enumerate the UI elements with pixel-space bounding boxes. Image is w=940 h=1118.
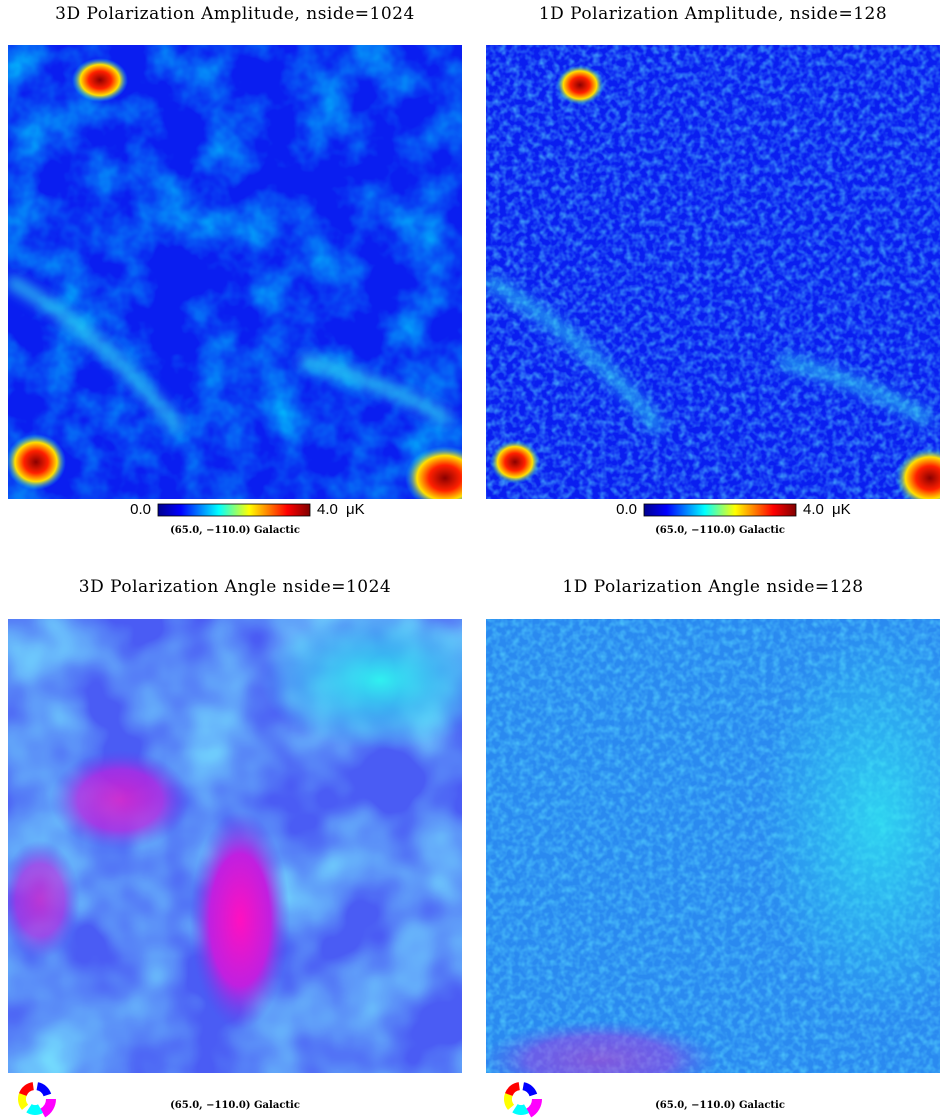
panel-title: 3D Polarization Amplitude, nside=1024 bbox=[55, 4, 415, 24]
colorbar-max: 4.0 bbox=[317, 501, 338, 518]
coord-label: (65.0, −110.0) Galactic bbox=[170, 1100, 300, 1111]
colorbar bbox=[644, 504, 796, 516]
colorbar-unit: μK bbox=[832, 501, 851, 518]
colorbar-min: 0.0 bbox=[616, 501, 637, 518]
colorbar-min: 0.0 bbox=[130, 501, 151, 518]
page: 3D Polarization Amplitude, nside=1024 1D… bbox=[0, 0, 940, 1118]
map-image bbox=[480, 619, 940, 1100]
coord-label: (65.0, −110.0) Galactic bbox=[655, 525, 785, 536]
color-wheel bbox=[17, 1081, 54, 1118]
coord-label: (65.0, −110.0) Galactic bbox=[170, 525, 300, 536]
figure: 3D Polarization Amplitude, nside=1024 1D… bbox=[0, 0, 940, 1118]
colorbar-unit: μK bbox=[346, 501, 365, 518]
colorbar-max: 4.0 bbox=[803, 501, 824, 518]
panel-title: 1D Polarization Amplitude, nside=128 bbox=[539, 4, 887, 24]
map-image bbox=[486, 45, 940, 508]
map-image bbox=[0, 610, 500, 1073]
color-wheel bbox=[503, 1081, 540, 1118]
colorbar bbox=[158, 504, 310, 516]
panel-title: 1D Polarization Angle nside=128 bbox=[562, 577, 863, 597]
panel-title: 3D Polarization Angle nside=1024 bbox=[79, 577, 392, 597]
map-image bbox=[6, 45, 485, 510]
coord-label: (65.0, −110.0) Galactic bbox=[655, 1100, 785, 1111]
